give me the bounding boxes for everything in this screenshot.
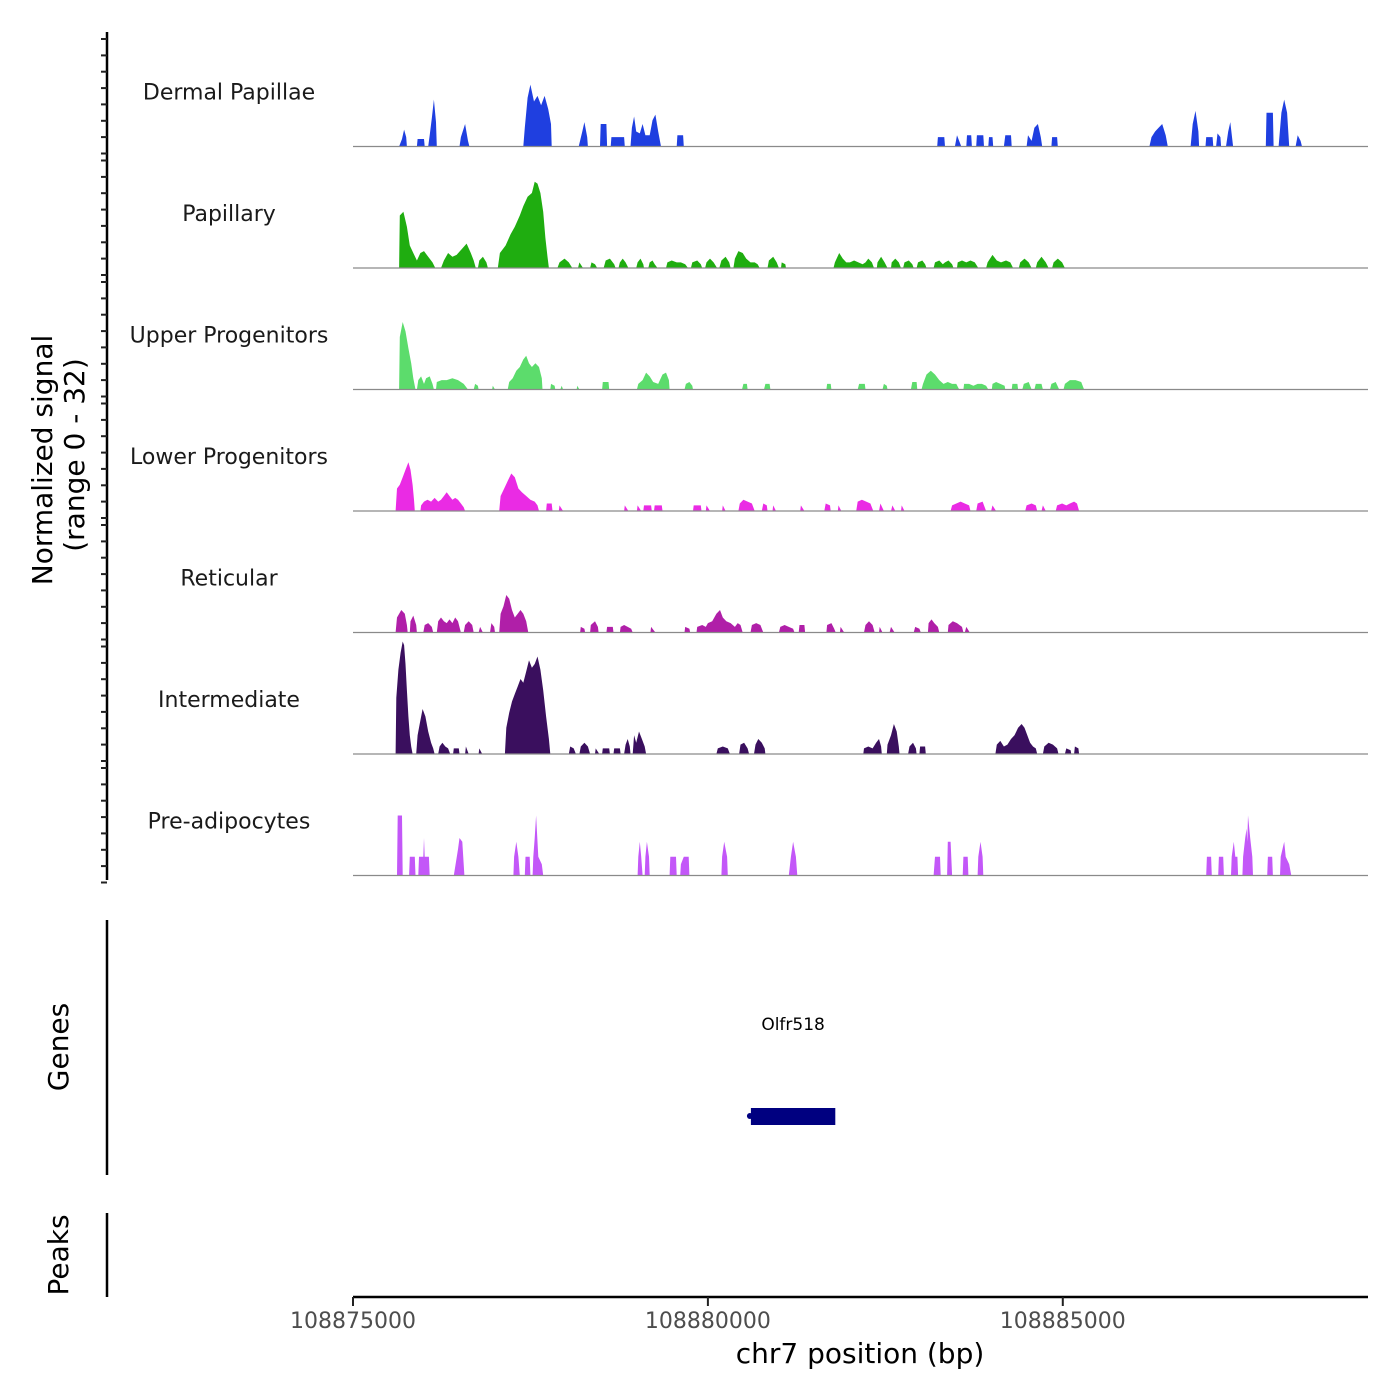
track-lower-progenitors: Lower Progenitors	[130, 445, 1368, 512]
coverage-area-reticular	[395, 595, 970, 633]
x-axis: 108875000 108880000 108885000	[290, 1295, 1368, 1334]
x-tick-label: 108885000	[1000, 1309, 1126, 1334]
track-reticular: Reticular	[180, 567, 1368, 634]
x-tick-label: 108875000	[290, 1309, 416, 1334]
genes-panel-label: Genes	[42, 1003, 75, 1091]
coverage-area-dermal-papillae	[399, 84, 1303, 147]
gene-body[interactable]	[750, 1108, 836, 1125]
coverage-area-pre-adipocytes	[397, 815, 1292, 876]
track-intermediate: Intermediate	[158, 641, 1368, 755]
coverage-area-lower-progenitors	[395, 462, 1080, 511]
x-tick-label: 108880000	[645, 1309, 771, 1334]
track-pre-adipocytes: Pre-adipocytes	[148, 810, 1368, 877]
coverage-area-intermediate	[395, 641, 1080, 754]
coverage-area-upper-progenitors	[399, 322, 1085, 390]
x-axis-label: chr7 position (bp)	[736, 1337, 985, 1370]
y-axis-label: Normalized signal	[26, 335, 59, 586]
track-label-papillary: Papillary	[182, 202, 276, 227]
track-label-pre-adipocytes: Pre-adipocytes	[148, 810, 311, 835]
track-label-reticular: Reticular	[180, 567, 278, 592]
track-label-dermal-papillae: Dermal Papillae	[143, 81, 315, 106]
coverage-area-papillary	[399, 181, 1065, 268]
track-upper-progenitors: Upper Progenitors	[130, 322, 1368, 391]
gene-strand-marker	[746, 1113, 753, 1119]
track-dermal-papillae: Dermal Papillae	[143, 81, 1368, 148]
track-label-intermediate: Intermediate	[158, 688, 300, 713]
track-papillary: Papillary	[182, 181, 1368, 269]
peaks-panel-label: Peaks	[42, 1214, 75, 1295]
coverage-tracks: Dermal Papillae Papillary Upper Progenitor…	[130, 81, 1368, 877]
gene-label: Olfr518	[761, 1015, 825, 1035]
track-label-lower-progenitors: Lower Progenitors	[130, 445, 328, 470]
track-label-upper-progenitors: Upper Progenitors	[130, 324, 329, 349]
coverage-y-axis	[101, 32, 109, 884]
y-axis-range-label: (range 0 - 32)	[58, 358, 91, 552]
